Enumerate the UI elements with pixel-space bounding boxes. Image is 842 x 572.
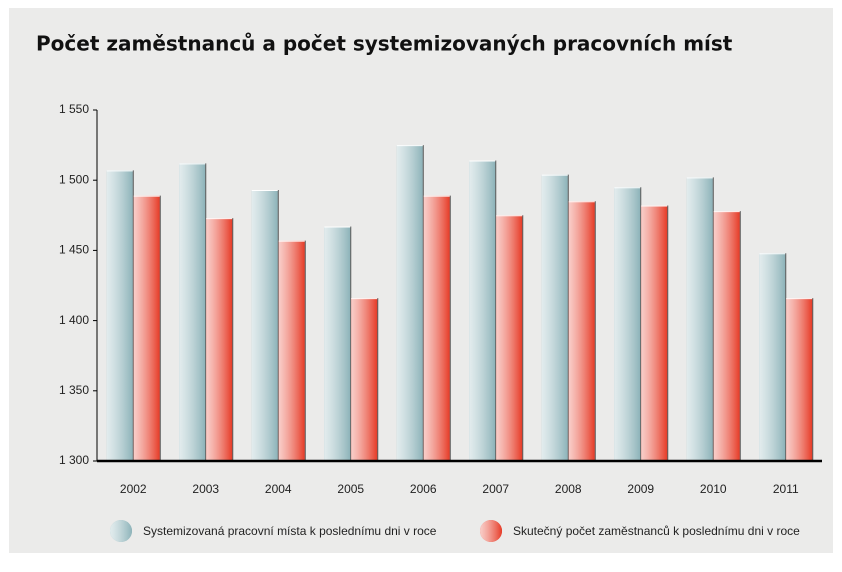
legend-marker-shade — [480, 520, 502, 542]
bar-shade — [251, 190, 278, 461]
bar-shade — [106, 170, 133, 461]
y-tick-label: 1 500 — [59, 172, 89, 186]
y-tick-label: 1 450 — [59, 243, 89, 257]
bar-shade — [351, 298, 378, 461]
x-tick-label: 2003 — [192, 482, 219, 496]
bar-shade — [786, 298, 813, 461]
y-tick-label: 1 350 — [59, 383, 89, 397]
bar-shade — [686, 177, 713, 461]
bar-shade — [496, 215, 523, 461]
bar-shade — [133, 195, 160, 462]
legend-label: Systemizovaná pracovní místa k posledním… — [143, 524, 437, 538]
bar-shade — [568, 201, 595, 461]
bar-shade — [206, 218, 233, 461]
bar-shade — [423, 195, 450, 462]
x-tick-label: 2007 — [482, 482, 509, 496]
bar-shade — [179, 163, 206, 462]
bar-shade — [278, 240, 305, 461]
x-tick-label: 2004 — [265, 482, 292, 496]
x-tick-label: 2011 — [773, 482, 799, 496]
x-tick-label: 2009 — [627, 482, 654, 496]
bar-shade — [396, 145, 423, 461]
legend-marker-shade — [110, 520, 132, 542]
bar-shade — [469, 160, 496, 461]
x-tick-label: 2008 — [555, 482, 582, 496]
x-tick-label: 2006 — [410, 482, 437, 496]
bar-shade — [324, 226, 351, 461]
bar-shade — [614, 187, 641, 461]
x-tick-label: 2005 — [337, 482, 364, 496]
y-tick-label: 1 300 — [59, 453, 89, 467]
y-tick-label: 1 550 — [59, 102, 89, 116]
x-tick-label: 2010 — [700, 482, 727, 496]
bar-shade — [759, 253, 786, 461]
legend-label: Skutečný počet zaměstnanců k poslednímu … — [513, 524, 800, 538]
chart-title: Počet zaměstnanců a počet systemizovanýc… — [36, 32, 733, 56]
bar-shade — [641, 205, 668, 461]
y-tick-label: 1 400 — [59, 313, 89, 327]
bar-shade — [541, 174, 568, 462]
x-tick-label: 2002 — [120, 482, 147, 496]
bar-shade — [713, 211, 740, 461]
